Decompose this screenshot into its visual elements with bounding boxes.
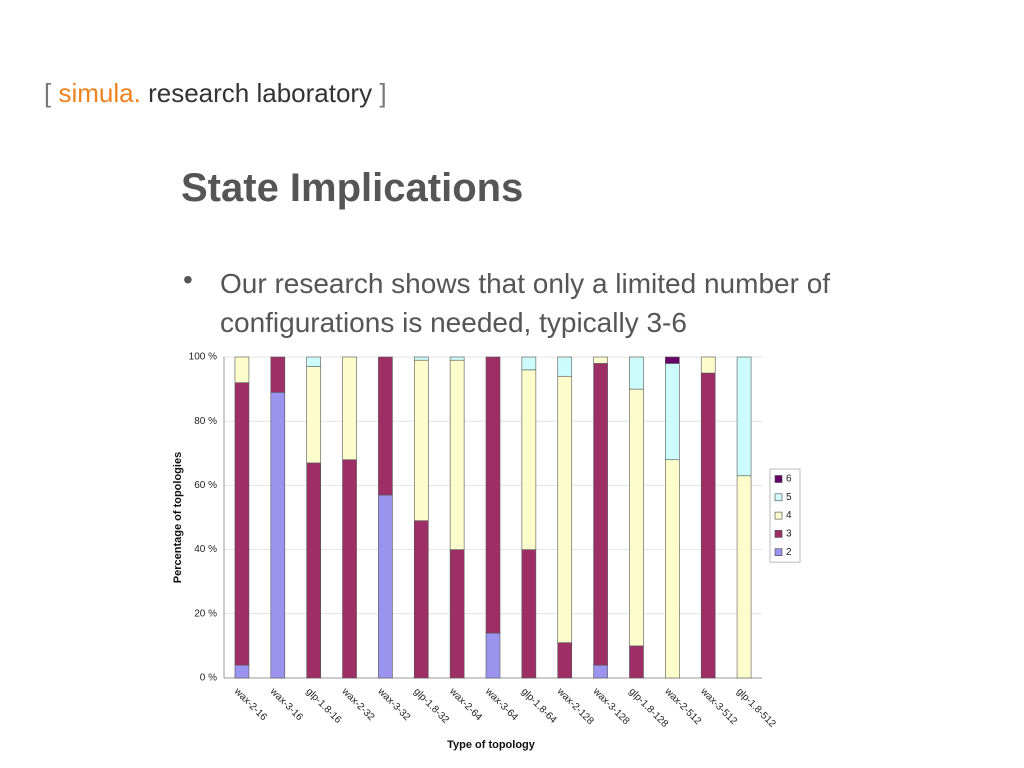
bar-segment — [306, 462, 321, 679]
x-tick-label: glp-1.8-64 — [519, 686, 559, 726]
bar-segment — [449, 549, 465, 679]
x-tick-label: wax-2-16 — [231, 686, 269, 724]
bar-segment — [593, 363, 608, 666]
logo: [ simula. research laboratory ] — [44, 78, 387, 109]
bar-segment — [270, 392, 286, 679]
x-tick-label: glp-1.8-32 — [411, 686, 451, 726]
bar-segment — [234, 664, 250, 679]
bar-segment — [234, 356, 250, 383]
bar-segment — [413, 520, 429, 679]
bar-segment — [665, 459, 680, 679]
legend-label: 4 — [786, 510, 792, 521]
x-axis-title: Type of topology — [447, 739, 536, 751]
logo-text: research laboratory — [148, 78, 373, 108]
y-tick-label: 100 % — [189, 352, 217, 363]
logo-dot: . — [133, 78, 141, 108]
x-tick-label: wax-3-128 — [590, 686, 632, 728]
bar-segment — [521, 356, 537, 371]
legend-label: 2 — [786, 547, 792, 558]
bullet-text: Our research shows that only a limited n… — [220, 268, 831, 338]
bar-segment — [557, 375, 573, 643]
y-tick-label: 20 % — [194, 608, 217, 619]
slide-title: State Implications — [181, 166, 524, 210]
logo-bracket: ] — [379, 78, 387, 108]
legend-swatch — [774, 475, 783, 483]
bar-segment — [270, 356, 286, 393]
bar-segment — [593, 356, 608, 364]
logo-bracket: [ — [44, 78, 52, 108]
x-tick-label: glp-1.8-512 — [734, 686, 778, 730]
x-tick-label: wax-3-64 — [482, 686, 520, 724]
bar-segment — [342, 459, 357, 679]
logo-name: simula — [58, 78, 134, 108]
bar-segment — [665, 363, 680, 461]
bar-segment — [306, 356, 321, 367]
bar-segment — [306, 366, 321, 464]
legend-swatch — [774, 548, 783, 557]
bar-segment — [521, 369, 537, 550]
legend-label: 5 — [786, 492, 792, 503]
bar-segment — [557, 356, 573, 377]
y-tick-label: 60 % — [194, 480, 217, 491]
bar-segment — [700, 356, 716, 374]
bar-segment — [234, 382, 250, 666]
x-tick-label: glp-1.8-16 — [304, 686, 344, 726]
legend-swatch — [774, 511, 783, 520]
bar-segment — [700, 372, 716, 679]
bar-segment — [629, 645, 644, 679]
legend-swatch — [774, 493, 783, 502]
y-axis-title: Percentage of topologies — [172, 452, 184, 583]
x-tick-label: wax-3-32 — [375, 686, 413, 724]
bar-segment — [629, 356, 644, 390]
bar-segment — [413, 356, 429, 361]
bar-segment — [736, 356, 752, 477]
y-tick-label: 0 % — [200, 673, 217, 684]
bar-segment — [413, 359, 429, 522]
bar-segment — [665, 356, 680, 364]
bar-segment — [593, 664, 608, 679]
x-tick-label: wax-2-128 — [554, 686, 596, 728]
x-tick-label: wax-3-512 — [698, 686, 740, 728]
legend-label: 3 — [786, 529, 792, 540]
x-tick-label: wax-3-16 — [267, 686, 305, 724]
x-tick-label: wax-2-64 — [446, 686, 484, 724]
bar-segment — [521, 549, 537, 679]
bar-segment — [378, 494, 393, 679]
bar-segment — [629, 388, 644, 647]
bar-segment — [485, 632, 501, 679]
y-tick-label: 40 % — [194, 544, 217, 555]
bar-segment — [557, 642, 573, 679]
bar-segment — [378, 356, 393, 496]
y-tick-label: 80 % — [194, 416, 217, 427]
x-tick-label: wax-2-32 — [339, 686, 377, 724]
bullet-marker: • — [183, 264, 193, 295]
bar-segment — [449, 359, 465, 550]
bar-segment — [485, 356, 501, 634]
legend-swatch — [774, 530, 783, 538]
bar-segment — [736, 475, 752, 679]
bar-segment — [449, 356, 465, 361]
bar-segment — [342, 356, 357, 461]
legend-label: 6 — [786, 474, 792, 485]
legend-box — [769, 468, 801, 563]
